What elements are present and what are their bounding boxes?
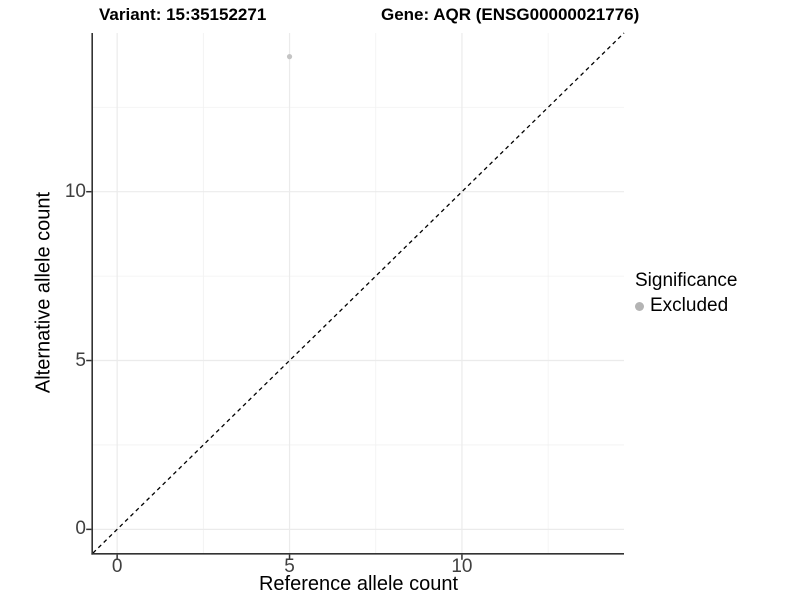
x-tick-label: 5 [284,556,295,577]
x-tick-label: 0 [111,556,123,577]
gene-title: Gene: AQR (ENSG00000021776) [381,5,640,24]
variant-title: Variant: 15:35152271 [99,5,267,24]
legend: Significance Excluded [635,270,737,317]
y-axis-title: Alternative allele count [32,191,55,394]
legend-title: Significance [635,270,738,291]
y-tick-label: 10 [64,180,86,202]
legend-entry-label: Excluded [650,295,729,316]
legend-entry-excluded: Excluded [635,295,737,317]
x-axis-title: Reference allele count [258,573,458,595]
x-tick-label: 10 [451,556,473,577]
identity-line [92,32,625,554]
y-tick-label: 5 [75,349,86,371]
data-point-excluded [286,54,293,60]
excluded-point-icon [635,301,644,311]
y-tick-label: 0 [75,518,86,540]
